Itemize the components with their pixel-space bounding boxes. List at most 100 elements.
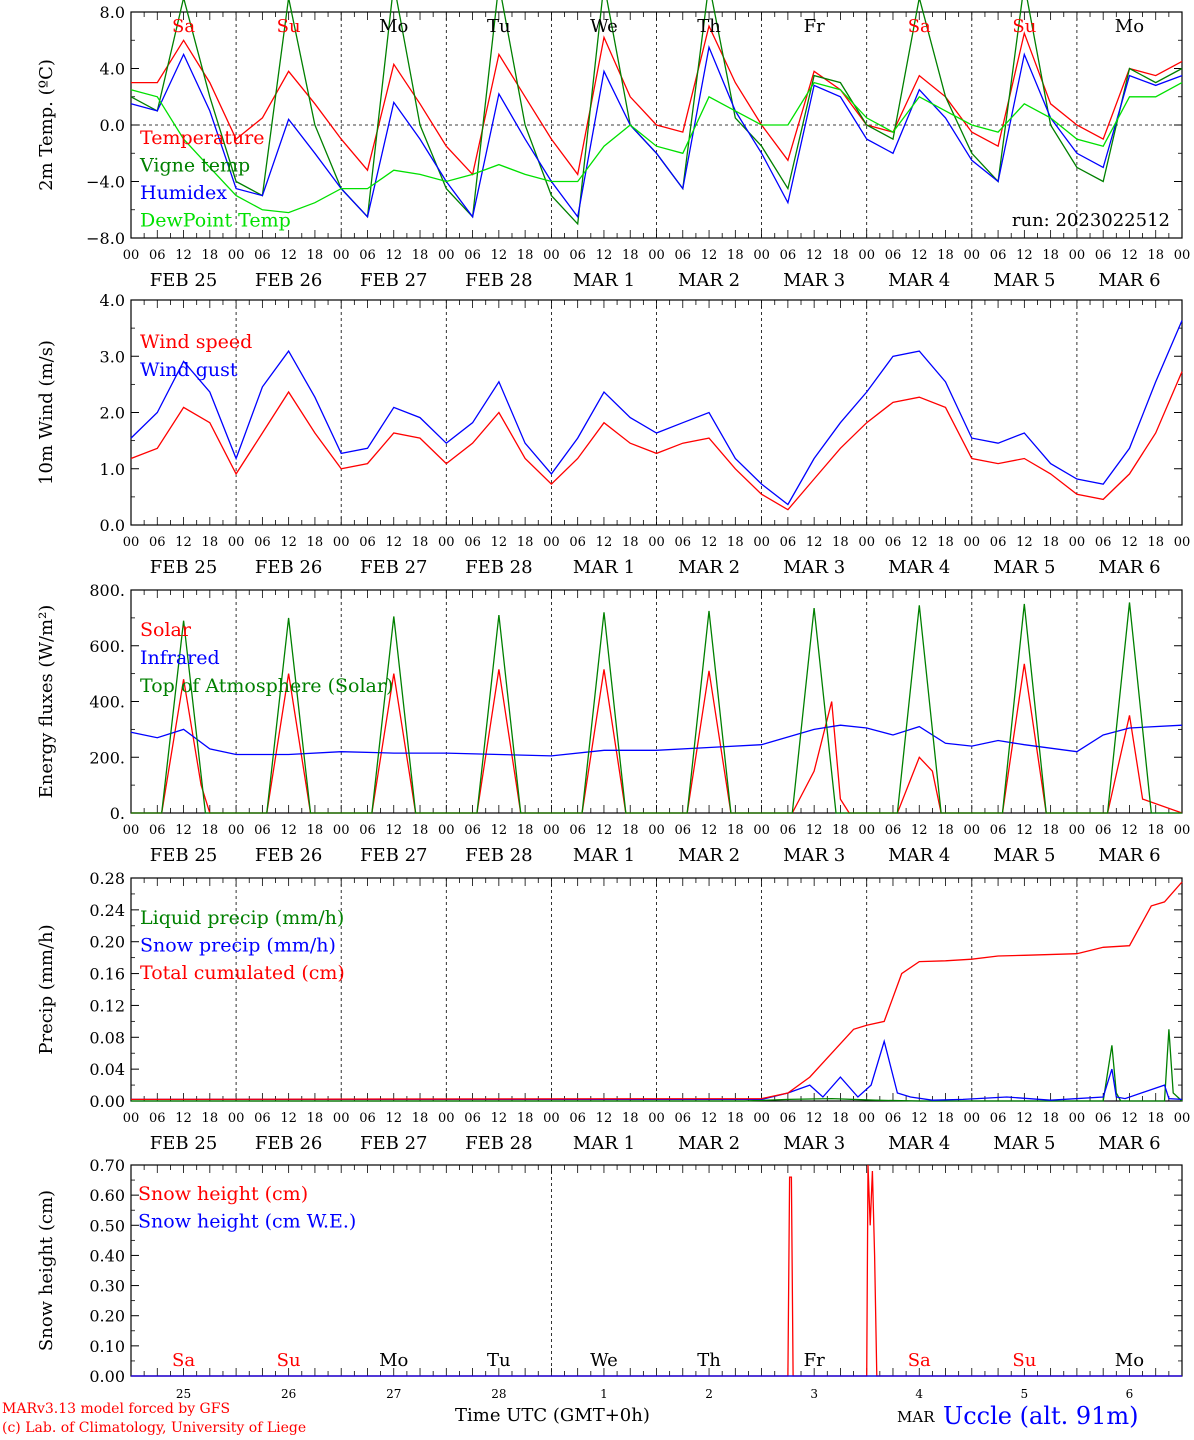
hour-tick-label: 00 <box>1174 535 1191 550</box>
weekday-label: We <box>590 16 618 37</box>
hour-tick-label: 06 <box>569 248 586 263</box>
hour-tick-label: 18 <box>517 1111 534 1126</box>
panel-1 <box>130 0 1183 239</box>
legend-entry: Temperature <box>140 127 264 149</box>
date-label: MAR 3 <box>783 845 845 866</box>
y-axis-label: 10m Wind (m/s) <box>36 340 57 485</box>
panel-5 <box>130 1164 1183 1377</box>
y-tick-label: 0.40 <box>89 1246 125 1265</box>
hour-tick-label: 18 <box>307 535 324 550</box>
hour-tick-label: 12 <box>175 535 192 550</box>
y-tick-label: 600. <box>89 637 125 656</box>
run-label: run: 2023022512 <box>1012 210 1170 231</box>
y-tick-label: 0.16 <box>89 965 125 984</box>
legend-entry: Solar <box>140 619 192 641</box>
hour-tick-label: 18 <box>202 823 219 838</box>
hour-tick-label: 18 <box>412 1111 429 1126</box>
hour-tick-label: 12 <box>385 823 402 838</box>
hour-tick-label: 18 <box>517 248 534 263</box>
hour-tick-label: 00 <box>1174 1111 1191 1126</box>
hour-tick-label: 12 <box>701 823 718 838</box>
hour-tick-label: 18 <box>727 1111 744 1126</box>
hour-tick-label: 18 <box>832 248 849 263</box>
legend-entry: Humidex <box>140 182 227 204</box>
hour-tick-label: 18 <box>832 1111 849 1126</box>
weekday-label: Su <box>1012 16 1036 37</box>
y-tick-label: −8.0 <box>86 229 125 248</box>
y-tick-label: 0.00 <box>89 1092 125 1111</box>
weekday-label: Su <box>277 16 301 37</box>
hour-tick-label: 00 <box>858 823 875 838</box>
legend-entry: Wind speed <box>140 331 252 353</box>
series-line-wind-gust <box>130 320 1183 506</box>
model-credit: MARv3.13 model forced by GFS <box>2 1401 231 1417</box>
y-tick-label: 2.0 <box>100 404 125 423</box>
hour-tick-label: 00 <box>964 248 981 263</box>
weekday-label: Sa <box>172 1350 195 1371</box>
weekday-label: Sa <box>172 16 195 37</box>
hour-tick-label: 18 <box>622 1111 639 1126</box>
series-line-snow-precip-mm-h- <box>131 1038 1183 1101</box>
date-label: FEB 25 <box>150 270 217 291</box>
hour-tick-label: 06 <box>569 823 586 838</box>
y-axis-label: Precip (mm/h) <box>36 924 57 1054</box>
series-line-total-cumulated-cm- <box>130 881 1183 1101</box>
hour-tick-label: 00 <box>753 823 770 838</box>
hour-tick-label: 18 <box>1147 535 1164 550</box>
weekday-label: Th <box>697 16 721 37</box>
date-label: FEB 25 <box>150 1133 217 1154</box>
hour-tick-label: 00 <box>858 248 875 263</box>
y-tick-label: 0.70 <box>89 1156 125 1175</box>
hour-tick-label: 06 <box>675 535 692 550</box>
hour-tick-label: 00 <box>228 823 245 838</box>
hour-tick-label: 06 <box>885 535 902 550</box>
hour-tick-label: 12 <box>280 535 297 550</box>
day-number-label: 5 <box>1021 1387 1029 1401</box>
date-label: FEB 28 <box>465 845 532 866</box>
hour-tick-label: 18 <box>937 248 954 263</box>
y-tick-label: 8.0 <box>100 3 125 22</box>
y-tick-label: 4.0 <box>100 291 125 310</box>
legend-entry: Wind gust <box>140 359 238 381</box>
hour-tick-label: 12 <box>385 248 402 263</box>
y-tick-label: 0.00 <box>89 1367 125 1386</box>
hour-tick-label: 00 <box>753 535 770 550</box>
x-axis-title: Time UTC (GMT+0h) <box>455 1405 650 1426</box>
day-number-label: 28 <box>491 1387 506 1401</box>
date-label: MAR 4 <box>888 1133 950 1154</box>
hour-tick-label: 00 <box>648 1111 665 1126</box>
hour-tick-label: 00 <box>964 823 981 838</box>
hour-tick-label: 18 <box>727 535 744 550</box>
date-label: FEB 26 <box>255 557 322 578</box>
date-label: FEB 25 <box>150 557 217 578</box>
hour-tick-label: 18 <box>517 823 534 838</box>
hour-tick-label: 06 <box>1095 823 1112 838</box>
hour-tick-label: 06 <box>569 535 586 550</box>
series-line-temperature <box>131 24 1183 176</box>
hour-tick-label: 12 <box>1016 535 1033 550</box>
hour-tick-label: 00 <box>123 248 140 263</box>
hour-tick-label: 18 <box>832 535 849 550</box>
hour-tick-label: 18 <box>1042 248 1059 263</box>
hour-tick-label: 12 <box>701 535 718 550</box>
day-number-label: 25 <box>176 1387 191 1401</box>
legend-entry: Top of Atmosphere (Solar) <box>140 675 393 697</box>
day-number-label: 26 <box>281 1387 296 1401</box>
y-tick-label: −4.0 <box>86 173 125 192</box>
y-tick-label: 0.24 <box>89 901 125 920</box>
hour-tick-label: 00 <box>543 248 560 263</box>
date-label: MAR 2 <box>678 557 740 578</box>
y-tick-label: 4.0 <box>100 60 125 79</box>
hour-tick-label: 12 <box>175 248 192 263</box>
hour-tick-label: 18 <box>202 248 219 263</box>
hour-tick-label: 06 <box>149 823 166 838</box>
date-label: MAR 6 <box>1098 557 1160 578</box>
hour-tick-label: 00 <box>1069 248 1086 263</box>
y-tick-label: 0.20 <box>89 933 125 952</box>
series-line-snow-height-cm- <box>131 1164 1182 1377</box>
date-label: MAR 1 <box>573 557 635 578</box>
weekday-label: Th <box>697 1350 721 1371</box>
panel-2 <box>130 299 1183 526</box>
date-label: MAR 6 <box>1098 270 1160 291</box>
hour-tick-label: 06 <box>359 248 376 263</box>
